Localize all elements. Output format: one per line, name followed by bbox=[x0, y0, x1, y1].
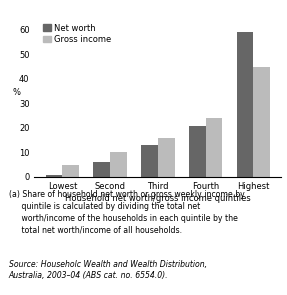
Bar bbox=[158, 138, 174, 177]
Bar bbox=[189, 126, 205, 177]
Text: (a) Share of household net worth or gross weekly income by
     quintile is calc: (a) Share of household net worth or gros… bbox=[9, 190, 244, 235]
Bar bbox=[253, 67, 270, 177]
Bar bbox=[205, 118, 222, 177]
X-axis label: Household net worth/gross income quintiles: Household net worth/gross income quintil… bbox=[65, 194, 251, 203]
Y-axis label: %: % bbox=[12, 88, 20, 97]
Text: Source: Householc Wealth and Wealth Distribution,
Australia, 2003–04 (ABS cat. n: Source: Householc Wealth and Wealth Dist… bbox=[9, 260, 207, 281]
Bar bbox=[141, 145, 158, 177]
Bar bbox=[93, 162, 110, 177]
Bar bbox=[110, 153, 127, 177]
Bar bbox=[62, 165, 79, 177]
Bar bbox=[236, 32, 253, 177]
Legend: Net worth, Gross income: Net worth, Gross income bbox=[41, 22, 113, 45]
Bar bbox=[46, 175, 62, 177]
